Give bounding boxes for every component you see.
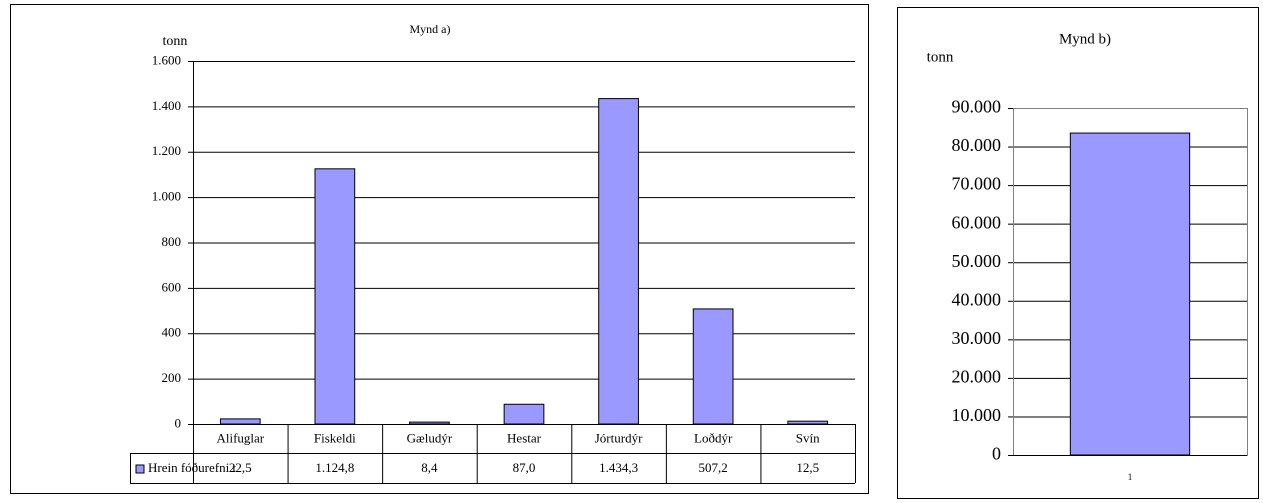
- y-tick-label: 200: [162, 370, 182, 385]
- legend-label: Hrein fóðurefni t: [148, 460, 236, 475]
- legend-swatch: [135, 464, 145, 474]
- x-tick-label: Gæludýr: [407, 430, 453, 445]
- bar: [409, 421, 450, 425]
- chart-title: Mynd a): [410, 22, 451, 36]
- y-tick-label: 800: [162, 234, 182, 249]
- bar: [219, 418, 261, 425]
- x-tick-label: 1: [1128, 472, 1133, 482]
- y-tick-label: 80.000: [952, 135, 1002, 155]
- data-table-value: 507,2: [699, 460, 728, 475]
- y-tick-label: 0: [992, 444, 1001, 464]
- bar: [692, 308, 734, 425]
- y-axis-label: tonn: [927, 49, 954, 65]
- y-tick-label: 60.000: [952, 212, 1002, 232]
- y-tick-label: 50.000: [952, 251, 1002, 271]
- bar: [1069, 132, 1191, 456]
- y-tick-label: 30.000: [952, 328, 1002, 348]
- x-tick-label: Fiskeldi: [314, 430, 356, 445]
- data-table-value: 1.124,8: [315, 460, 354, 475]
- y-tick-label: 0: [175, 415, 182, 430]
- data-table-value: 12,5: [796, 460, 819, 475]
- x-tick-label: Jórturdýr: [595, 430, 643, 445]
- data-table-value: 87,0: [513, 460, 536, 475]
- y-tick-label: 70.000: [952, 174, 1002, 194]
- y-axis-label: tonn: [163, 34, 188, 49]
- data-table-value: 8,4: [421, 460, 438, 475]
- y-tick-label: 1.200: [152, 143, 181, 158]
- y-tick-label: 1.400: [152, 98, 181, 113]
- y-tick-label: 20.000: [952, 367, 1002, 387]
- y-tick-label: 1.000: [152, 189, 181, 204]
- x-tick-label: Hestar: [507, 430, 542, 445]
- y-tick-label: 10.000: [952, 405, 1002, 425]
- y-tick-label: 600: [162, 279, 182, 294]
- y-tick-label: 1.600: [152, 52, 181, 67]
- chart-a-frame: [10, 4, 869, 494]
- x-tick-label: Loðdýr: [694, 430, 733, 445]
- bar: [314, 168, 356, 425]
- bar: [503, 403, 545, 425]
- bar: [598, 98, 639, 425]
- y-tick-label: 400: [162, 325, 182, 340]
- bar: [787, 420, 829, 425]
- y-tick-label: 40.000: [952, 289, 1002, 309]
- x-tick-label: Alifuglar: [216, 430, 264, 445]
- x-tick-label: Svín: [796, 430, 820, 445]
- chart-title: Mynd b): [1059, 31, 1111, 47]
- data-table-value: 22,5: [229, 460, 252, 475]
- y-tick-label: 90.000: [952, 97, 1002, 117]
- data-table-value: 1.434,3: [599, 460, 638, 475]
